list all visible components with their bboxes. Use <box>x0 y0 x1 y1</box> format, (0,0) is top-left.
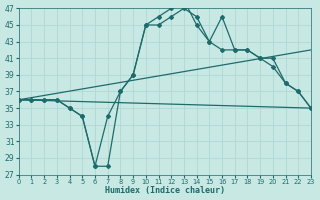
X-axis label: Humidex (Indice chaleur): Humidex (Indice chaleur) <box>105 186 225 195</box>
